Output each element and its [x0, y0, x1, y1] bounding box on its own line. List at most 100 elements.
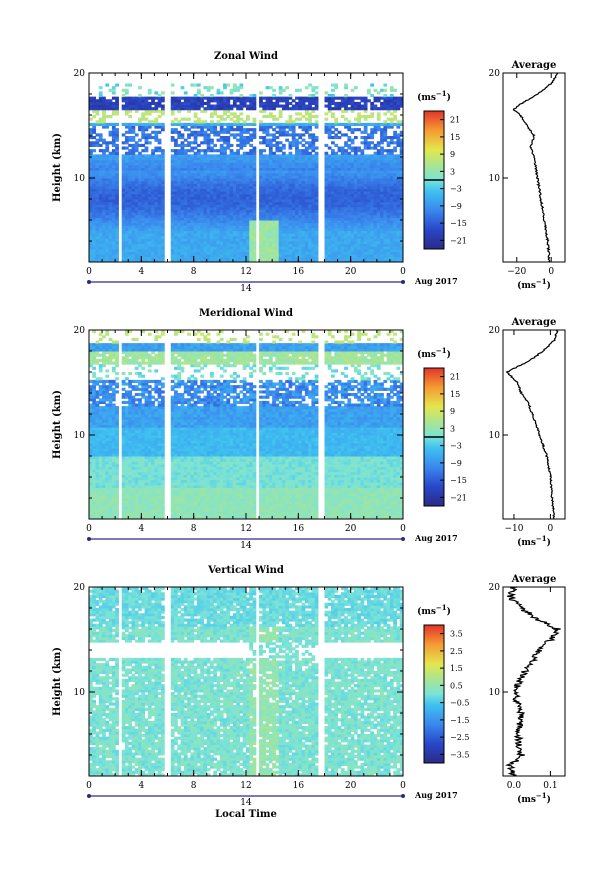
- heatmap-cell: [206, 159, 211, 163]
- heatmap-cell: [98, 138, 103, 142]
- heatmap-cell: [160, 241, 165, 245]
- heatmap-cell: [89, 101, 93, 106]
- heatmap-cells: [89, 83, 404, 263]
- heatmap-cell: [281, 122, 286, 127]
- heatmap-cell: [134, 107, 139, 111]
- heatmap-cell: [187, 233, 191, 237]
- heatmap-cell: [190, 107, 195, 111]
- heatmap-cell: [128, 227, 133, 232]
- heatmap-cell: [193, 196, 198, 200]
- heatmap-cell: [108, 196, 113, 200]
- heatmap-cell: [131, 149, 136, 153]
- heatmap-cell: [396, 133, 401, 137]
- heatmap-cell: [115, 227, 119, 232]
- heatmap-cell: [105, 256, 110, 260]
- heatmap-cell: [147, 183, 152, 187]
- heatmap-cell: [105, 222, 110, 226]
- heatmap-cell: [128, 191, 133, 195]
- heatmap-cell: [111, 222, 116, 226]
- heatmap-cell: [393, 130, 397, 134]
- heatmap-cell: [144, 107, 149, 111]
- heatmap-cell: [170, 248, 175, 253]
- heatmap-cell: [89, 178, 93, 182]
- heatmap-cell: [193, 238, 198, 242]
- heatmap-cell: [108, 259, 113, 263]
- heatmap-cell: [89, 172, 93, 176]
- heatmap-cell: [272, 151, 276, 155]
- heatmap-cell: [141, 225, 146, 229]
- heatmap-cell: [334, 133, 339, 137]
- heatmap-cell: [232, 112, 237, 116]
- heatmap-cell: [196, 185, 201, 190]
- heatmap-cell: [193, 115, 198, 119]
- heatmap-cell: [151, 178, 155, 182]
- heatmap-cell: [187, 251, 191, 255]
- heatmap-cell: [386, 122, 391, 127]
- heatmap-cell: [308, 141, 312, 145]
- heatmap-cell: [210, 125, 214, 129]
- heatmap-cell: [187, 204, 191, 208]
- heatmap-cell: [141, 101, 146, 106]
- heatmap-cell: [92, 199, 97, 203]
- heatmap-cell: [311, 107, 316, 111]
- heatmap-cell: [141, 201, 146, 205]
- heatmap-cell: [376, 149, 381, 153]
- heatmap-cell: [115, 254, 119, 258]
- heatmap-cell: [102, 183, 106, 187]
- heatmap-cell: [151, 154, 155, 158]
- heatmap-cell: [190, 204, 195, 208]
- heatmap-cell: [281, 143, 286, 148]
- heatmap-cell: [134, 180, 139, 184]
- heatmap-cell: [121, 248, 126, 253]
- heatmap-cell: [190, 185, 195, 190]
- heatmap-cell: [177, 212, 182, 216]
- heatmap-cell: [105, 146, 110, 150]
- heatmap-cell: [134, 154, 139, 158]
- heatmap-cell: [124, 172, 129, 176]
- heatmap-cell: [236, 138, 240, 142]
- heatmap-cell: [141, 199, 146, 203]
- heatmap-cell: [206, 246, 211, 250]
- heatmap-cell: [102, 220, 106, 224]
- heatmap-cell: [193, 209, 198, 213]
- heatmap-cell: [134, 217, 139, 221]
- heatmap-cell: [121, 107, 126, 111]
- heatmap-cell: [193, 214, 198, 218]
- heatmap-cell: [105, 101, 110, 106]
- heatmap-cell: [98, 209, 103, 213]
- heatmap-cell: [223, 136, 227, 140]
- heatmap-cell: [183, 128, 188, 132]
- heatmap-cell: [89, 214, 93, 218]
- heatmap-cell: [95, 214, 100, 218]
- heatmap-cell: [134, 159, 139, 163]
- heatmap-cell: [95, 133, 100, 137]
- heatmap-cell: [160, 172, 165, 176]
- heatmap-cell: [147, 159, 152, 163]
- heatmap-cell: [102, 99, 106, 103]
- heatmap-cell: [206, 212, 211, 216]
- heatmap-cell: [154, 96, 159, 100]
- heatmap-cell: [213, 209, 218, 213]
- heatmap-cell: [265, 86, 270, 90]
- heatmap-cell: [187, 162, 191, 166]
- heatmap-cell: [108, 172, 113, 176]
- heatmap-cell: [210, 199, 214, 203]
- heatmap-cell: [367, 141, 371, 145]
- heatmap-cell: [92, 259, 97, 263]
- heatmap-cell: [115, 151, 119, 155]
- heatmap-cell: [141, 170, 146, 174]
- heatmap-cell: [89, 136, 93, 140]
- heatmap-cell: [183, 188, 188, 192]
- heatmap-cell: [216, 259, 221, 263]
- heatmap-cell: [206, 251, 211, 255]
- heatmap-cell: [128, 230, 133, 234]
- heatmap-cell: [102, 241, 106, 245]
- heatmap-cell: [115, 159, 119, 163]
- heatmap-cell: [154, 259, 159, 263]
- heatmap-cell: [105, 183, 110, 187]
- heatmap-cell: [98, 170, 103, 174]
- heatmap-cell: [210, 96, 214, 100]
- heatmap-cell: [92, 241, 97, 245]
- heatmap-cell: [187, 117, 191, 121]
- heatmap-cell: [174, 251, 178, 255]
